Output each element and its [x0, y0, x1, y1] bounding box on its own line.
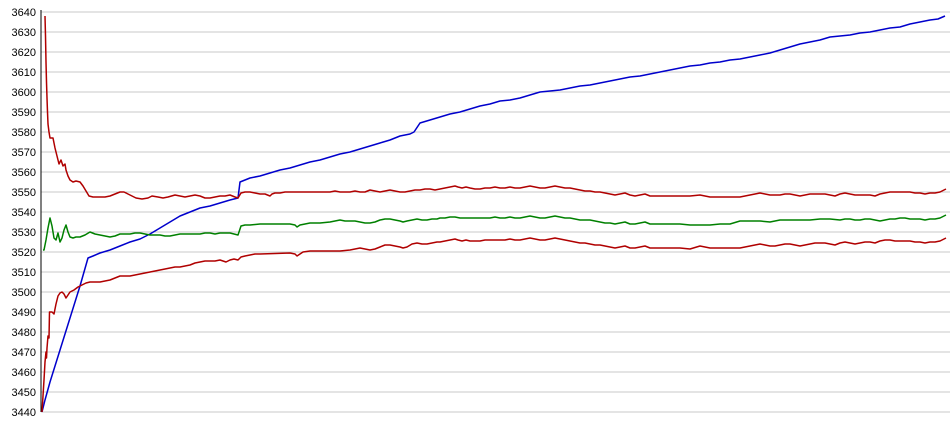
y-axis-tick-label: 3620 [12, 47, 36, 59]
y-axis-tick-label: 3540 [12, 207, 36, 219]
y-axis-tick-label: 3460 [12, 367, 36, 379]
y-axis-tick-label: 3470 [12, 347, 36, 359]
y-axis-tick-label: 3590 [12, 107, 36, 119]
y-axis-tick-label: 3510 [12, 267, 36, 279]
series-blue-cumulative-line [41, 15, 946, 413]
y-axis-tick-label: 3640 [12, 7, 36, 19]
y-axis-tick-label: 3530 [12, 227, 36, 239]
y-axis-tick-label: 3560 [12, 167, 36, 179]
y-axis-tick-label: 3440 [12, 407, 36, 419]
y-axis-tick-label: 3500 [12, 287, 36, 299]
y-axis-tick-label: 3450 [12, 387, 36, 399]
y-axis-tick-label: 3580 [12, 127, 36, 139]
series-green-mid-band-line [43, 214, 947, 251]
series-lower-red-band-line [41, 237, 947, 413]
y-axis-tick-label: 3600 [12, 87, 36, 99]
y-axis-tick-label: 3550 [12, 187, 36, 199]
y-axis-tick-label: 3630 [12, 27, 36, 39]
y-axis-tick-label: 3520 [12, 247, 36, 259]
y-axis-tick-label: 3570 [12, 147, 36, 159]
y-axis-tick-label: 3490 [12, 307, 36, 319]
y-axis-tick-label: 3480 [12, 327, 36, 339]
series-upper-red-band-line [44, 15, 947, 200]
y-axis-tick-label: 3610 [12, 67, 36, 79]
